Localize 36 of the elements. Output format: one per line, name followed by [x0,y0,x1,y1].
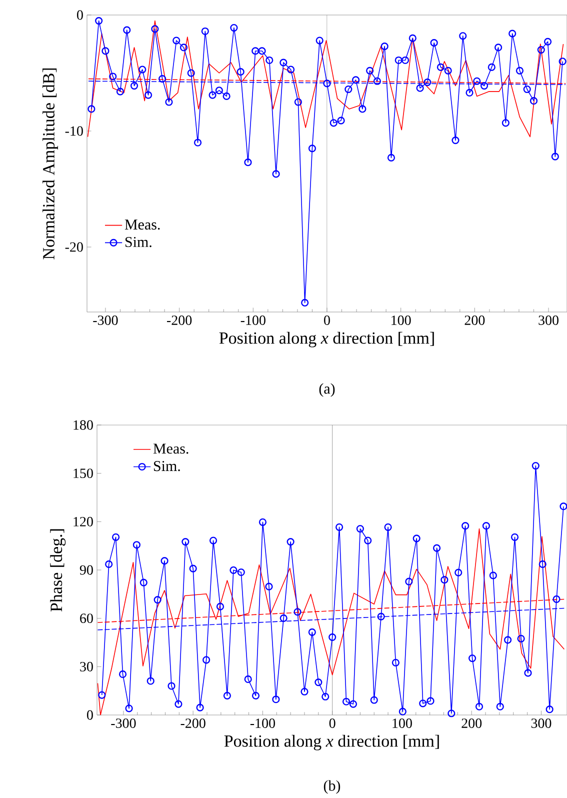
y-tick-label: 0 [87,710,93,720]
y-tick-label: 60 [80,614,93,624]
x-tick-label: -200 [166,316,192,325]
x-tick-label: 300 [531,718,552,728]
text: (b) [324,780,340,794]
x-axis-title: Position along x direction [mm] [224,734,439,750]
y-tick-label: 30 [80,662,93,672]
x-tick-label: 200 [462,718,482,728]
x-tick-label: -100 [240,316,266,325]
y-tick-label: 90 [80,565,93,575]
legend-label: Meas. [153,444,188,454]
y-tick-label: 180 [74,420,93,430]
y-tick-label: 150 [74,468,93,478]
line-series [87,20,564,138]
legend-label: Sim. [125,236,152,248]
x-tick-label: -300 [111,718,136,728]
x-tick-label: 0 [329,718,336,728]
y-tick-label: -10 [65,126,83,136]
y-axis-title: Phase [deg.] [50,529,66,612]
x-tick-label: 0 [324,316,330,325]
y-tick-label: -20 [65,242,83,252]
x-tick-label: -300 [93,316,118,325]
y-axis-title: Normalized Amplitude [dB] [42,68,58,260]
y-tick-label: 120 [74,516,93,526]
line-series [97,528,565,715]
x-axis-title: Position along x direction [mm] [219,332,434,348]
x-tick-label: 100 [392,316,411,325]
text: (a) [319,383,335,397]
y-tick-label: 0 [77,10,83,20]
legend-label: Sim. [154,461,180,472]
legend-label: Meas. [124,220,160,230]
x-tick-label: 100 [392,718,412,728]
x-tick-label: 200 [464,316,485,325]
x-tick-label: 300 [538,316,558,325]
x-tick-label: -200 [180,718,206,728]
x-tick-label: -100 [250,718,276,728]
